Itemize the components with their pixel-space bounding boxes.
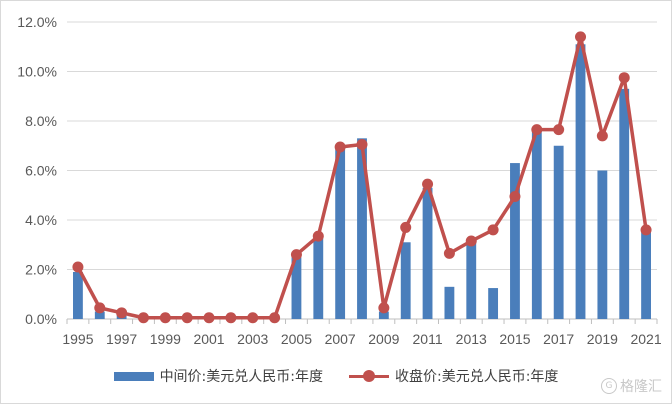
- y-tick-label: 4.0%: [25, 212, 57, 228]
- line-point: [334, 141, 346, 153]
- line-point: [137, 312, 149, 324]
- line-point: [269, 312, 281, 324]
- bar: [444, 286, 455, 319]
- watermark: G 格隆汇: [601, 376, 662, 396]
- y-tick-label: 10.0%: [17, 64, 57, 80]
- legend-item-bar-series: 中间价:美元兑人民币:年度: [113, 366, 323, 386]
- x-tick-label: 1995: [62, 331, 93, 347]
- bar: [575, 44, 586, 320]
- x-tick-label: 2009: [368, 331, 399, 347]
- line-point: [553, 124, 565, 136]
- bar: [488, 288, 499, 319]
- line-point: [422, 178, 434, 190]
- x-tick-label: 2003: [237, 331, 268, 347]
- bar: [553, 145, 564, 319]
- x-tick-label: 2013: [456, 331, 487, 347]
- line-point: [509, 190, 521, 202]
- line-point: [290, 249, 302, 261]
- y-tick-label: 0.0%: [25, 311, 57, 327]
- x-tick-label: 2021: [630, 331, 661, 347]
- bar: [378, 311, 389, 319]
- bar: [400, 242, 411, 319]
- bar: [597, 170, 608, 319]
- bar: [313, 237, 324, 319]
- line-point: [596, 130, 608, 142]
- bar: [466, 242, 477, 319]
- line-point: [116, 307, 128, 319]
- x-tick-label: 2001: [193, 331, 224, 347]
- y-tick-label: 12.0%: [17, 14, 57, 30]
- line-point: [203, 312, 215, 324]
- bar: [357, 138, 367, 319]
- line-point: [72, 261, 84, 273]
- bar: [291, 257, 302, 319]
- line-point: [94, 302, 106, 314]
- bar: [531, 130, 542, 319]
- x-tick-label: 2017: [543, 331, 574, 347]
- line-point: [312, 230, 324, 242]
- bar: [94, 311, 105, 319]
- x-tick-label: 1999: [150, 331, 181, 347]
- chart-plot: 0.0% 2.0% 4.0% 6.0% 8.0% 10.0% 12.0% 1995 1997 19…: [17, 14, 662, 347]
- line-point: [487, 224, 499, 236]
- line-point: [181, 312, 193, 324]
- line-point: [159, 312, 171, 324]
- y-tick-label: 8.0%: [25, 113, 57, 129]
- line-point: [531, 124, 543, 136]
- legend-label-line: 收盘价:美元兑人民币:年度: [395, 369, 559, 385]
- line-point: [465, 235, 477, 247]
- bar: [335, 148, 346, 319]
- x-tick-label: 2015: [499, 331, 530, 347]
- legend-item-line-series: 收盘价:美元兑人民币:年度: [349, 366, 558, 386]
- bar: [510, 163, 520, 319]
- line-point: [640, 224, 652, 236]
- line-point: [356, 139, 368, 151]
- bar: [73, 271, 83, 319]
- x-tick-label: 2019: [587, 331, 618, 347]
- x-tick-label: 2005: [281, 331, 312, 347]
- line-point: [225, 312, 237, 324]
- x-tick-label: 1997: [106, 331, 137, 347]
- line-point: [575, 31, 587, 43]
- y-tick-label: 6.0%: [25, 163, 57, 179]
- line-point: [400, 221, 412, 233]
- y-tick-label: 2.0%: [25, 262, 57, 278]
- x-tick-label: 2007: [325, 331, 356, 347]
- watermark-text: 格隆汇: [620, 379, 662, 395]
- line-point: [443, 247, 455, 259]
- bar: [619, 88, 630, 319]
- line-point: [618, 72, 630, 84]
- legend-swatch-bar: [113, 371, 154, 381]
- line-point: [378, 302, 390, 314]
- legend-label-bar: 中间价:美元兑人民币:年度: [159, 369, 323, 385]
- line-point: [247, 312, 259, 324]
- bar: [422, 187, 433, 319]
- watermark-logo-icon: G: [601, 378, 617, 394]
- legend: 中间价:美元兑人民币:年度 收盘价:美元兑人民币:年度: [0, 366, 672, 386]
- x-tick-label: 2011: [413, 331, 443, 347]
- bar: [641, 229, 651, 319]
- legend-swatch-line: [349, 369, 389, 383]
